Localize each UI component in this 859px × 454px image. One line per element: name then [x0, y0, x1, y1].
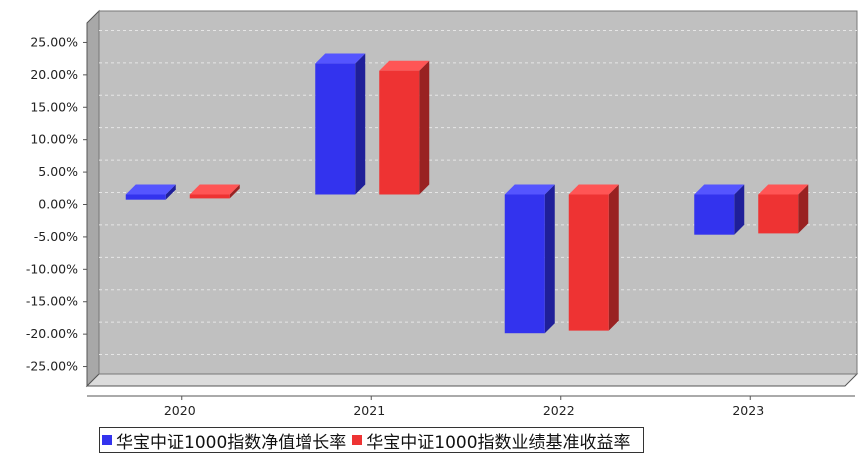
y-tick-label: -20.00% [26, 326, 78, 341]
x-tick-label: 2021 [353, 403, 385, 418]
bar-side-face [229, 184, 240, 199]
bar-2023-series-1 [694, 184, 745, 235]
y-tick-label: -15.00% [26, 294, 78, 309]
bar-2020-series-1 [125, 184, 176, 200]
bar-side-face [544, 184, 555, 334]
y-tick-label: -10.00% [26, 261, 78, 276]
x-tick-label: 2020 [164, 403, 196, 418]
legend-item-benchmark-return: 华宝中证1000指数业绩基准收益率 [352, 428, 631, 453]
y-tick-label: 15.00% [30, 99, 78, 114]
bar-side-face [798, 184, 809, 234]
legend-label-nav-growth: 华宝中证1000指数净值增长率 [116, 432, 347, 453]
legend-swatch-benchmark-return [352, 435, 363, 445]
legend-item-nav-growth: 华宝中证1000指数净值增长率 [102, 428, 346, 453]
bar-side-face [419, 60, 430, 195]
bar-top-face [504, 184, 555, 195]
y-tick-label: 20.00% [30, 67, 78, 82]
bar-top-face [758, 184, 809, 195]
y-tick-label: -25.00% [26, 359, 78, 374]
bar-side-face [165, 184, 176, 200]
bar-top-face [379, 60, 430, 71]
y-tick-label: 0.00% [38, 197, 78, 212]
bar-front-face [758, 194, 799, 234]
bar-front-face [379, 70, 420, 195]
bar-2021-series-1 [315, 53, 366, 195]
bar-side-face [608, 184, 619, 331]
bar-front-face [315, 63, 356, 195]
x-tick-label: 2022 [543, 403, 575, 418]
bar-front-face [504, 194, 545, 334]
bar-2022-series-1 [504, 184, 555, 334]
bar-side-face [355, 53, 366, 195]
plot-floor [85, 373, 859, 387]
y-tick-label: -5.00% [34, 229, 78, 244]
bar-top-face [189, 184, 240, 195]
legend-swatch-nav-growth [102, 435, 112, 445]
legend-label-benchmark-return: 华宝中证1000指数业绩基准收益率 [366, 432, 631, 453]
bar-top-face [315, 53, 366, 64]
bar-top-face [694, 184, 745, 195]
y-tick-label: 25.00% [30, 34, 78, 49]
bar-top-face [125, 184, 176, 195]
y-tick-label: 10.00% [30, 132, 78, 147]
bar-side-face [734, 184, 745, 235]
bar-2021-series-2 [379, 60, 430, 195]
bar-front-face [568, 194, 609, 331]
bar-2023-series-2 [758, 184, 809, 234]
y-tick-label: 5.00% [38, 164, 78, 179]
bar-2022-series-2 [568, 184, 619, 331]
legend: 华宝中证1000指数净值增长率 华宝中证1000指数业绩基准收益率 [99, 427, 644, 453]
bar-front-face [189, 194, 230, 199]
bar-top-face [568, 184, 619, 195]
bar-2020-series-2 [189, 184, 240, 199]
bar-front-face [125, 194, 166, 200]
x-tick-label: 2023 [732, 403, 764, 418]
plot-left-wall [86, 9, 100, 388]
bar-front-face [694, 194, 735, 235]
